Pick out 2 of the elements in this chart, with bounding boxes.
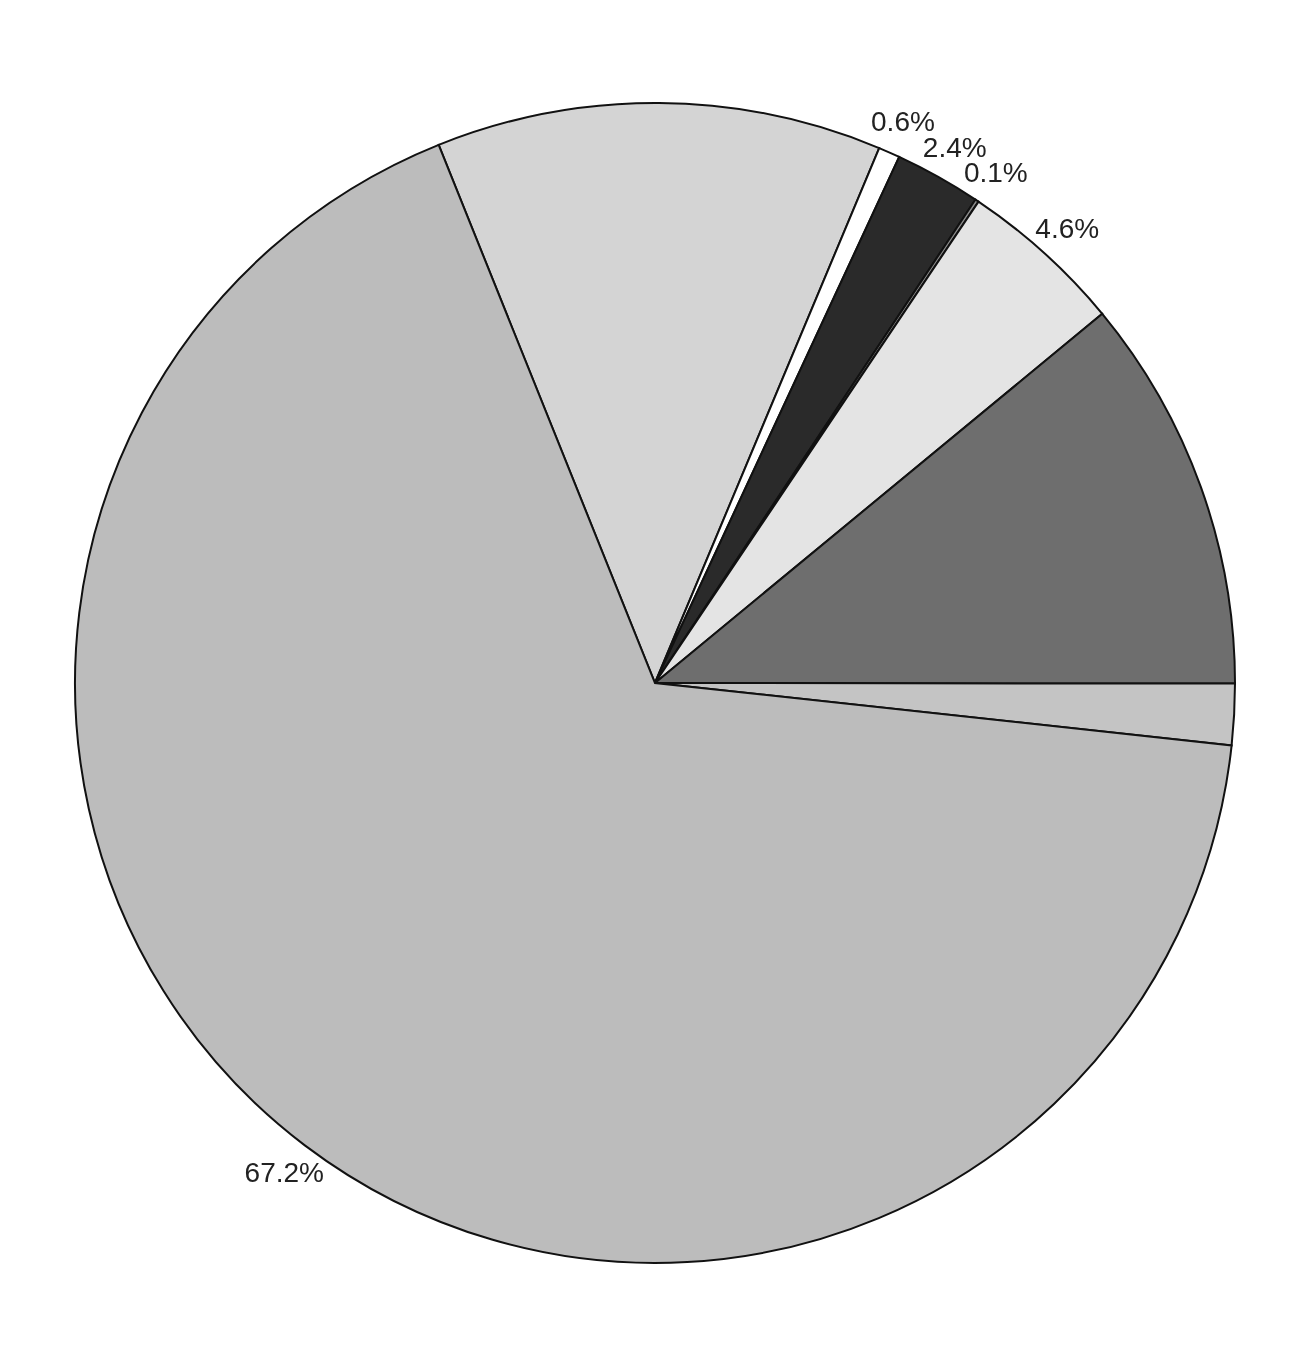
- data-label: 67.2%: [244, 1156, 324, 1188]
- data-label: 4.6%: [1035, 212, 1100, 244]
